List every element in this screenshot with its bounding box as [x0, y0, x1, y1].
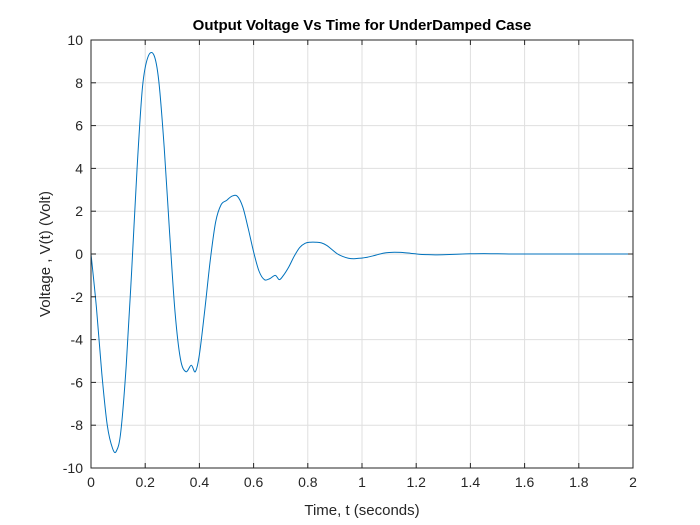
x-tick-label: 2 — [629, 474, 637, 490]
y-tick-label: 8 — [75, 75, 83, 91]
x-tick-label: 0.6 — [244, 474, 264, 490]
y-tick-label: 0 — [75, 246, 83, 262]
y-tick-label: -2 — [71, 289, 84, 305]
x-tick-label: 1.6 — [515, 474, 535, 490]
y-tick-labels: -10 -8 -6 -4 -2 0 2 4 6 8 10 — [63, 32, 83, 476]
x-tick-labels: 0 0.2 0.4 0.6 0.8 1 1.2 1.4 1.6 1.8 2 — [87, 474, 637, 490]
x-tick-label: 1.2 — [406, 474, 426, 490]
series-layer — [90, 52, 633, 454]
y-tick-label: -6 — [71, 374, 84, 390]
x-tick-label: 1.4 — [461, 474, 481, 490]
y-tick-label: 4 — [75, 160, 83, 176]
x-tick-label: 1 — [358, 474, 366, 490]
chart-title: Output Voltage Vs Time for UnderDamped C… — [193, 17, 532, 34]
y-tick-label: 2 — [75, 203, 83, 219]
x-tick-label: 0.8 — [298, 474, 318, 490]
y-tick-label: -10 — [63, 460, 83, 476]
y-tick-label: 10 — [67, 32, 83, 48]
voltage-series-line — [90, 52, 633, 454]
x-tick-label: 0.4 — [190, 474, 210, 490]
y-tick-label: 6 — [75, 118, 83, 134]
x-tick-label: 0 — [87, 474, 95, 490]
y-tick-label: -8 — [71, 417, 84, 433]
x-axis-label: Time, t (seconds) — [304, 502, 419, 519]
ticks — [90, 39, 634, 469]
x-tick-label: 1.8 — [569, 474, 589, 490]
x-tick-label: 0.2 — [135, 474, 155, 490]
y-axis-label: Voltage , V(t) (Volt) — [37, 191, 54, 317]
y-tick-label: -4 — [71, 332, 84, 348]
